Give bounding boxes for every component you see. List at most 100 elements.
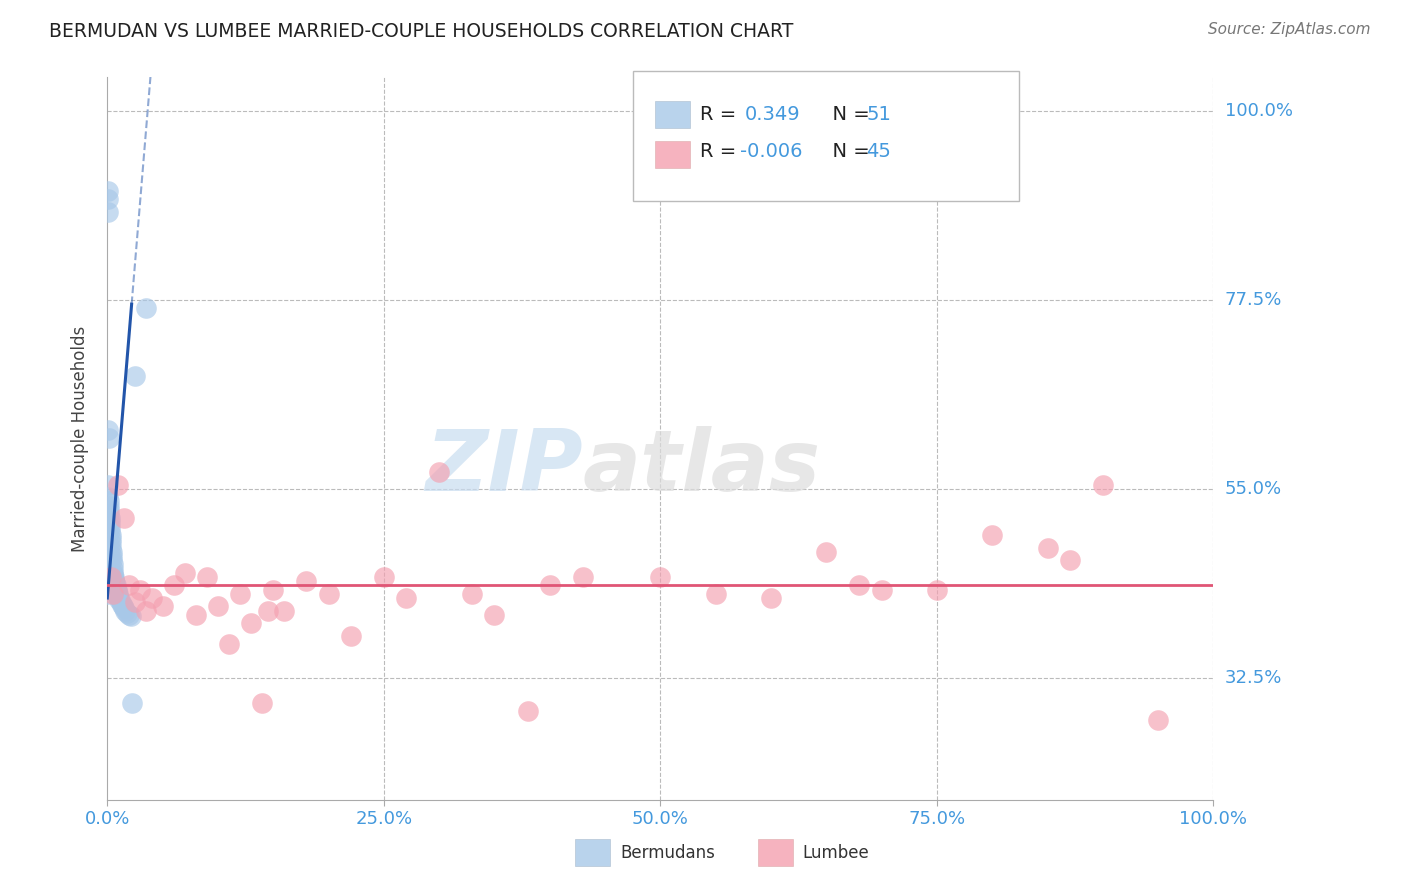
Point xyxy=(103,570,125,584)
Text: 0.349: 0.349 xyxy=(745,104,801,124)
Point xyxy=(484,607,506,622)
Point xyxy=(107,477,129,491)
Text: Lumbee: Lumbee xyxy=(803,844,869,862)
Point xyxy=(97,184,120,198)
Point xyxy=(103,574,125,589)
Text: 45: 45 xyxy=(866,142,891,161)
Point xyxy=(273,604,295,618)
Point xyxy=(427,465,450,479)
Point xyxy=(229,587,252,601)
Point xyxy=(112,601,135,615)
Point xyxy=(650,570,672,584)
Point xyxy=(100,528,122,542)
Y-axis label: Married-couple Households: Married-couple Households xyxy=(72,326,89,551)
Point xyxy=(1147,713,1170,727)
Point xyxy=(98,519,121,533)
Point xyxy=(108,592,131,607)
Point xyxy=(100,536,122,550)
Point xyxy=(114,604,136,618)
Point xyxy=(103,567,125,582)
Point xyxy=(97,582,120,597)
Point xyxy=(97,477,120,491)
Text: 77.5%: 77.5% xyxy=(1225,291,1282,309)
Point xyxy=(121,696,143,710)
Point xyxy=(111,598,134,612)
Text: R =: R = xyxy=(700,142,742,161)
Point xyxy=(152,599,174,614)
Point xyxy=(373,570,395,584)
Point xyxy=(339,629,361,643)
Point xyxy=(118,607,141,622)
Point xyxy=(98,516,121,530)
Point xyxy=(759,591,782,605)
Point xyxy=(107,587,129,601)
Point xyxy=(124,595,146,609)
Point xyxy=(101,549,124,563)
Point xyxy=(98,511,121,525)
Point xyxy=(101,558,124,572)
Point xyxy=(848,578,870,592)
Point xyxy=(124,368,146,383)
Point xyxy=(120,609,142,624)
Point xyxy=(815,545,838,559)
Text: 100.0%: 100.0% xyxy=(1225,102,1292,120)
Point xyxy=(100,570,122,584)
Point xyxy=(538,578,561,592)
Point xyxy=(135,604,157,618)
Point xyxy=(115,606,138,620)
Point xyxy=(107,590,129,604)
Point xyxy=(1059,553,1081,567)
Point xyxy=(101,553,124,567)
Point xyxy=(395,591,418,605)
Point xyxy=(981,528,1004,542)
Point xyxy=(105,582,128,597)
Point xyxy=(163,578,186,592)
Point xyxy=(97,490,120,504)
Point xyxy=(110,595,132,609)
Point xyxy=(97,587,120,601)
Point xyxy=(256,604,278,618)
Point xyxy=(104,575,127,590)
Text: 55.0%: 55.0% xyxy=(1225,480,1282,498)
Text: BERMUDAN VS LUMBEE MARRIED-COUPLE HOUSEHOLDS CORRELATION CHART: BERMUDAN VS LUMBEE MARRIED-COUPLE HOUSEH… xyxy=(49,22,793,41)
Point xyxy=(105,584,128,599)
Point xyxy=(105,581,128,595)
Point xyxy=(103,573,125,587)
Point xyxy=(135,301,157,316)
Point xyxy=(516,704,538,718)
Text: -0.006: -0.006 xyxy=(740,142,801,161)
Text: ZIP: ZIP xyxy=(426,425,583,508)
Text: Source: ZipAtlas.com: Source: ZipAtlas.com xyxy=(1208,22,1371,37)
Point xyxy=(111,599,134,614)
Point xyxy=(173,566,195,580)
Point xyxy=(97,192,120,206)
Point xyxy=(262,582,284,597)
Text: N =: N = xyxy=(820,142,882,161)
Point xyxy=(870,582,893,597)
Point xyxy=(295,574,318,589)
Point xyxy=(97,503,120,517)
Point xyxy=(141,591,163,605)
Point xyxy=(240,616,263,631)
Point xyxy=(97,499,120,513)
Point xyxy=(100,533,122,547)
Point xyxy=(112,511,135,525)
Point xyxy=(925,582,948,597)
Point xyxy=(461,587,484,601)
Point xyxy=(104,578,127,592)
Point xyxy=(97,494,120,508)
Point xyxy=(100,545,122,559)
Text: atlas: atlas xyxy=(583,425,821,508)
Point xyxy=(100,524,122,538)
Point xyxy=(97,432,120,446)
Text: 51: 51 xyxy=(866,104,891,124)
Point xyxy=(250,696,273,710)
Point xyxy=(195,570,218,584)
Point xyxy=(97,204,120,219)
Point xyxy=(100,541,122,555)
Point xyxy=(101,561,124,575)
Point xyxy=(101,587,124,601)
Point xyxy=(1036,541,1059,555)
Point xyxy=(1091,477,1114,491)
Point xyxy=(108,591,131,605)
